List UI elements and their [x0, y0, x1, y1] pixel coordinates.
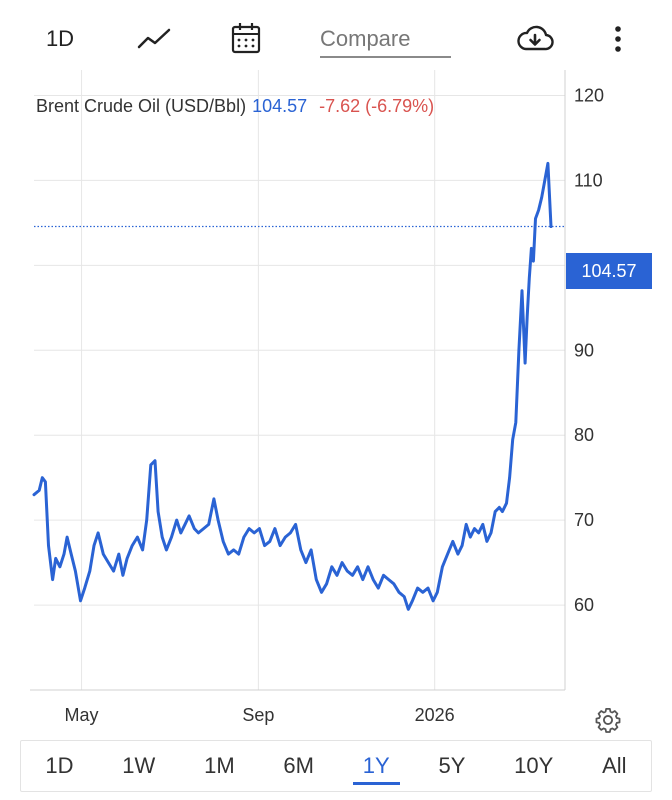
cloud-download-icon[interactable] — [514, 22, 556, 56]
range-button-all[interactable]: All — [602, 753, 627, 778]
instrument-name: Brent Crude Oil (USD/Bbl) — [36, 96, 247, 116]
y-tick-label: 110 — [574, 170, 603, 190]
price-chart[interactable]: 60708090100110120MaySep2026 — [0, 0, 672, 740]
x-tick-label: May — [65, 705, 99, 725]
period-selector-button[interactable]: 1D — [45, 26, 75, 51]
calendar-icon[interactable] — [226, 18, 266, 58]
toolbar: 1D Compare — [0, 0, 672, 78]
x-tick-label: Sep — [242, 705, 274, 725]
y-tick-label: 120 — [574, 85, 604, 105]
compare-input[interactable]: Compare — [320, 22, 451, 58]
x-tick-label: 2026 — [415, 705, 455, 725]
range-button-6m[interactable]: 6M — [283, 753, 314, 778]
last-price-tag: 104.57 — [566, 253, 652, 289]
legend-price: 104.57 — [252, 96, 308, 116]
price-series-line — [32, 161, 553, 611]
range-button-1d[interactable]: 1D — [45, 753, 74, 778]
y-tick-label: 90 — [574, 340, 594, 360]
more-vertical-icon[interactable] — [604, 20, 632, 58]
range-button-5y[interactable]: 5Y — [438, 753, 466, 778]
line-chart-icon[interactable] — [134, 22, 174, 56]
range-button-1m[interactable]: 1M — [204, 753, 235, 778]
settings-gear-icon[interactable] — [594, 706, 622, 734]
range-button-1w[interactable]: 1W — [122, 753, 156, 778]
y-tick-label: 70 — [574, 510, 594, 530]
range-button-1y[interactable]: 1Y — [352, 740, 400, 792]
y-tick-label: 60 — [574, 595, 594, 615]
chart-legend: Brent Crude Oil (USD/Bbl) 104.57 -7.62 (-6… — [36, 96, 434, 117]
y-tick-label: 80 — [574, 425, 594, 445]
range-selector: 1D 1W 1M 6M 1Y 5Y 10Y All — [20, 740, 652, 792]
legend-change: -7.62 (-6.79%) — [319, 96, 435, 116]
range-button-10y[interactable]: 10Y — [514, 753, 554, 778]
